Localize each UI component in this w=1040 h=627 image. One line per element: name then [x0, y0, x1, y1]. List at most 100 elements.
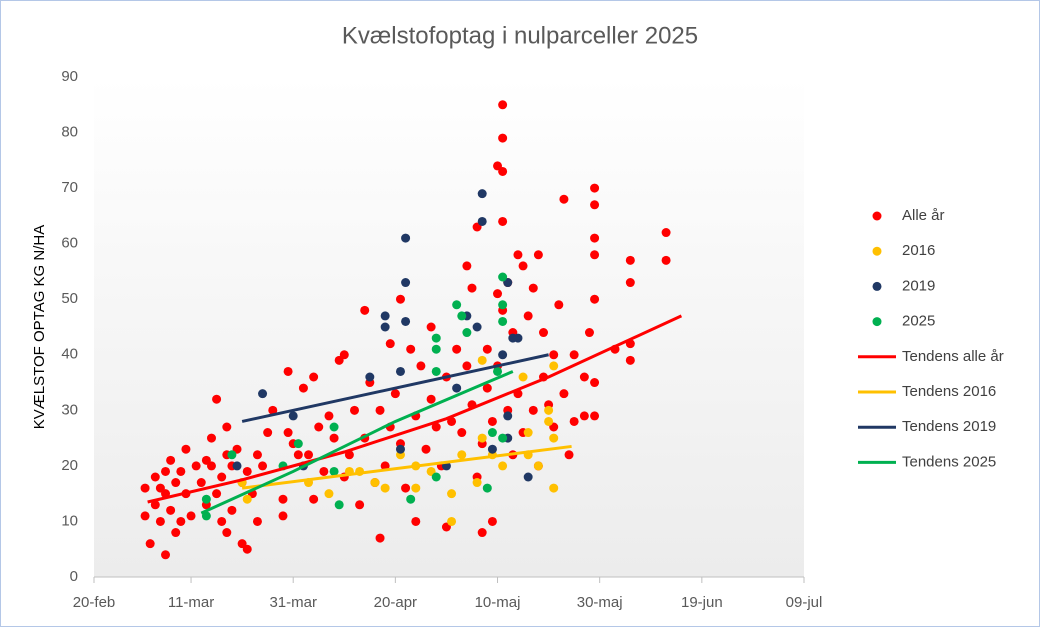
point [161, 550, 171, 560]
point [472, 322, 482, 332]
point [176, 466, 186, 476]
y-axis-title: KVÆLSTOF OPTAG KG N/HA [31, 225, 48, 430]
point [181, 444, 191, 454]
point [549, 350, 559, 360]
point [431, 422, 441, 432]
point [171, 528, 181, 538]
trend-line [147, 314, 683, 504]
legend-label: Tendens 2025 [902, 453, 996, 470]
point [498, 100, 508, 110]
point [334, 500, 344, 510]
point [457, 450, 467, 460]
y-tick-label: 70 [61, 179, 78, 196]
point [375, 405, 385, 415]
point [518, 372, 528, 382]
legend-label: Tendens 2019 [902, 418, 996, 435]
point [380, 461, 390, 471]
point [401, 483, 411, 493]
point [590, 378, 600, 388]
point [447, 516, 457, 526]
point [171, 478, 181, 488]
point [477, 528, 487, 538]
point [528, 283, 538, 293]
point [258, 389, 268, 399]
point [395, 444, 405, 454]
point [559, 389, 569, 399]
point [457, 311, 467, 321]
point [431, 472, 441, 482]
point [395, 366, 405, 376]
point [339, 350, 349, 360]
point [447, 489, 457, 499]
point [309, 494, 319, 504]
point [482, 344, 492, 354]
point [227, 450, 237, 460]
point [329, 422, 339, 432]
point [477, 189, 487, 199]
y-tick-label: 30 [61, 401, 78, 418]
point [590, 183, 600, 193]
point [457, 428, 467, 438]
legend-marker [872, 317, 882, 327]
point [533, 250, 543, 260]
y-tick-label: 90 [61, 68, 78, 85]
point [298, 383, 308, 393]
point [523, 428, 533, 438]
point [452, 383, 462, 393]
point [549, 433, 559, 443]
point [196, 478, 206, 488]
legend-marker [872, 281, 882, 291]
point [375, 533, 385, 543]
point [390, 389, 400, 399]
point [288, 411, 298, 421]
point [242, 466, 252, 476]
point [549, 361, 559, 371]
point [544, 416, 554, 426]
point [533, 461, 543, 471]
point [544, 405, 554, 415]
plot-area [94, 77, 804, 577]
point [590, 250, 600, 260]
point [498, 300, 508, 310]
point [416, 361, 426, 371]
point [482, 383, 492, 393]
point [324, 411, 334, 421]
y-tick-label: 20 [61, 457, 78, 474]
legend-label: 2016 [902, 242, 935, 259]
x-tick-label: 10-maj [475, 594, 521, 611]
legend-label: 2025 [902, 313, 935, 330]
y-tick-label: 80 [61, 124, 78, 141]
point [217, 472, 227, 482]
y-tick-label: 60 [61, 235, 78, 252]
point [268, 405, 278, 415]
point [579, 372, 589, 382]
point [431, 344, 441, 354]
point [263, 428, 273, 438]
point [498, 216, 508, 226]
y-tick-label: 50 [61, 290, 78, 307]
point [477, 355, 487, 365]
point [155, 516, 165, 526]
point [324, 489, 334, 499]
point [467, 283, 477, 293]
point [503, 411, 513, 421]
point [212, 394, 222, 404]
point [559, 194, 569, 204]
point [360, 305, 370, 315]
point [625, 355, 635, 365]
point [329, 466, 339, 476]
point [380, 483, 390, 493]
point [661, 255, 671, 265]
point [569, 350, 579, 360]
chart-title: Kvælstofoptag i nulparceller 2025 [342, 22, 698, 49]
point [549, 483, 559, 493]
point [145, 539, 155, 549]
point [493, 366, 503, 376]
point [661, 228, 671, 238]
legend-label: Alle år [902, 207, 945, 224]
point [166, 455, 176, 465]
point [252, 516, 262, 526]
point [401, 233, 411, 243]
point [365, 372, 375, 382]
